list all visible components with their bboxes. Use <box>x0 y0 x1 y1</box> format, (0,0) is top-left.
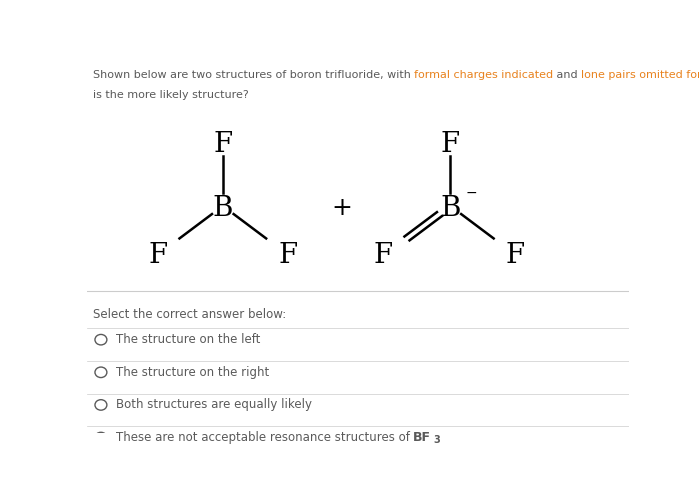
Text: formal charges indicated: formal charges indicated <box>415 70 554 80</box>
Text: F: F <box>441 131 460 158</box>
Text: 3: 3 <box>433 435 440 445</box>
Text: B: B <box>440 195 461 222</box>
Text: +: + <box>331 196 352 221</box>
Text: F: F <box>213 131 232 158</box>
Text: The structure on the right: The structure on the right <box>115 366 269 379</box>
Text: Shown below are two structures of boron trifluoride, with: Shown below are two structures of boron … <box>93 70 415 80</box>
Text: Select the correct answer below:: Select the correct answer below: <box>93 308 286 321</box>
Text: F: F <box>278 242 297 269</box>
Text: −: − <box>465 186 477 200</box>
Text: B: B <box>212 195 233 222</box>
Text: F: F <box>148 242 167 269</box>
Text: The structure on the left: The structure on the left <box>115 333 260 346</box>
Text: Both structures are equally likely: Both structures are equally likely <box>115 398 312 412</box>
Text: is the more likely structure?: is the more likely structure? <box>93 90 249 100</box>
Text: F: F <box>506 242 525 269</box>
Text: and: and <box>554 70 582 80</box>
Text: These are not acceptable resonance structures of: These are not acceptable resonance struc… <box>115 431 413 444</box>
Text: BF: BF <box>413 431 431 444</box>
Text: lone pairs omitted for clarity: lone pairs omitted for clarity <box>582 70 699 80</box>
Text: F: F <box>373 242 392 269</box>
